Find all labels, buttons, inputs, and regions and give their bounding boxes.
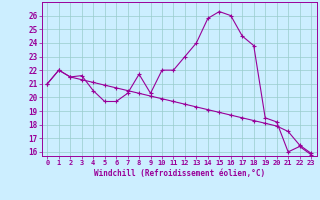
X-axis label: Windchill (Refroidissement éolien,°C): Windchill (Refroidissement éolien,°C) [94,169,265,178]
